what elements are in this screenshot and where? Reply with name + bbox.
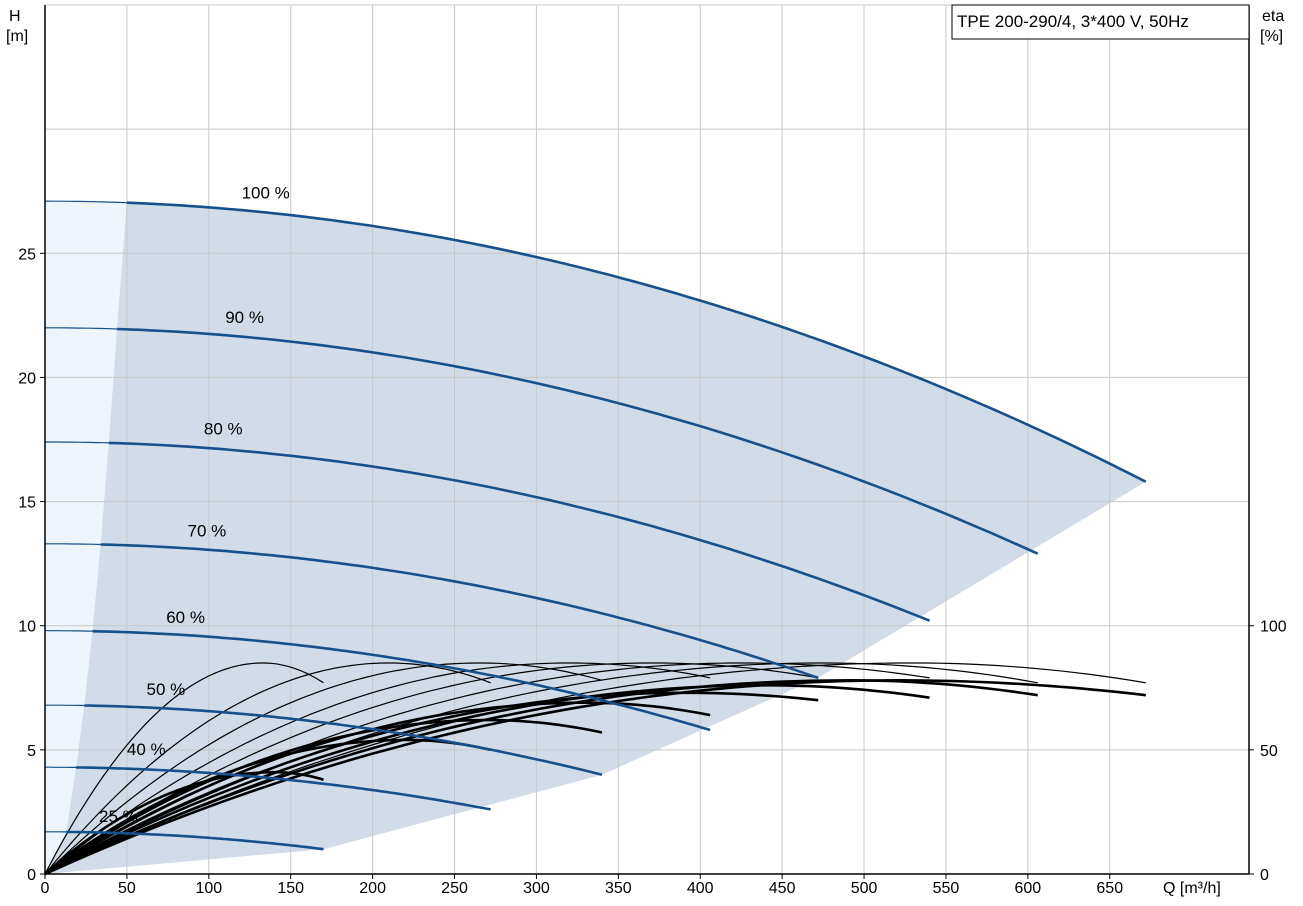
- efficiency-curves-thin-layer: [44, 662, 1146, 875]
- y-right-tick-label: 0: [1260, 867, 1269, 884]
- head-curve: [76, 766, 491, 811]
- head-curve: [66, 830, 324, 851]
- head-curves-layer: [44, 200, 1147, 851]
- axes-layer: 0 50 100 150 200 250 300 350 400 450 500 550 600 6500…: [18, 5, 1287, 897]
- speed-label: 25 %: [99, 807, 138, 826]
- y-axis-left-unit: [m]: [6, 28, 28, 45]
- operating-area: [45, 201, 1146, 875]
- head-curve-low-flow: [45, 630, 93, 632]
- y-left-tick-label: 0: [27, 867, 36, 884]
- x-tick-label: 550: [933, 880, 960, 897]
- efficiency-curve: [44, 662, 711, 875]
- speed-label: 40 %: [127, 740, 166, 759]
- labels-layer: 100 % 90 % 80 % 70 % 60 % 50 % 40 % 25 %: [99, 184, 290, 826]
- x-tick-label: 500: [851, 880, 878, 897]
- head-curve: [117, 327, 1039, 555]
- x-tick-label: 200: [359, 880, 386, 897]
- y-left-tick-label: 20: [18, 370, 36, 387]
- speed-label: 90 %: [225, 308, 264, 327]
- y-right-tick-label: 50: [1260, 743, 1278, 760]
- head-curve-low-flow: [45, 327, 118, 330]
- y-left-tick-label: 5: [27, 743, 36, 760]
- efficiency-curve-bold: [44, 678, 1146, 876]
- x-tick-label: 250: [441, 880, 468, 897]
- efficiency-curve-bold: [44, 738, 491, 876]
- x-tick-label: 600: [1015, 880, 1042, 897]
- head-curve: [84, 704, 603, 776]
- legend-text: TPE 200-290/4, 3*400 V, 50Hz: [957, 12, 1189, 31]
- efficiency-curve-bold: [44, 684, 930, 876]
- y-axis-right-unit: [%]: [1260, 28, 1283, 45]
- x-axis-title: Q [m³/h]: [1163, 880, 1221, 897]
- x-tick-label: 50: [118, 880, 136, 897]
- x-tick-label: 400: [687, 880, 714, 897]
- y-left-tick-label: 15: [18, 495, 36, 512]
- x-tick-label: 0: [41, 880, 50, 897]
- efficiency-curves-thick-layer: [44, 678, 1146, 876]
- head-curve-low-flow: [44, 200, 127, 204]
- speed-label: 60 %: [166, 608, 205, 627]
- head-curve: [108, 441, 931, 622]
- head-curve-low-flow: [45, 543, 101, 546]
- head-curve: [126, 201, 1147, 483]
- x-tick-label: 300: [523, 880, 550, 897]
- speed-label: 80 %: [204, 420, 243, 439]
- y-axis-right-title: eta: [1262, 8, 1284, 25]
- x-tick-label: 650: [1096, 880, 1123, 897]
- y-left-tick-label: 25: [18, 246, 36, 263]
- x-tick-label: 450: [769, 880, 796, 897]
- y-left-tick-label: 10: [18, 619, 36, 636]
- efficiency-curve: [44, 662, 324, 875]
- x-tick-label: 350: [605, 880, 632, 897]
- x-tick-label: 100: [195, 880, 222, 897]
- y-right-tick-label: 100: [1260, 619, 1287, 636]
- head-curve: [92, 629, 711, 732]
- efficiency-curve: [44, 662, 603, 875]
- x-tick-label: 150: [277, 880, 304, 897]
- grid-layer: [45, 4, 1249, 874]
- head-curve: [100, 543, 819, 680]
- speed-label: 100 %: [242, 184, 290, 203]
- legend-box: TPE 200-290/4, 3*400 V, 50Hz: [951, 4, 1250, 40]
- efficiency-curve: [44, 662, 491, 875]
- speed-label: 50 %: [147, 680, 186, 699]
- y-axis-left-title: H: [9, 8, 21, 25]
- speed-label: 70 %: [188, 521, 227, 540]
- head-curve-low-flow: [45, 441, 109, 444]
